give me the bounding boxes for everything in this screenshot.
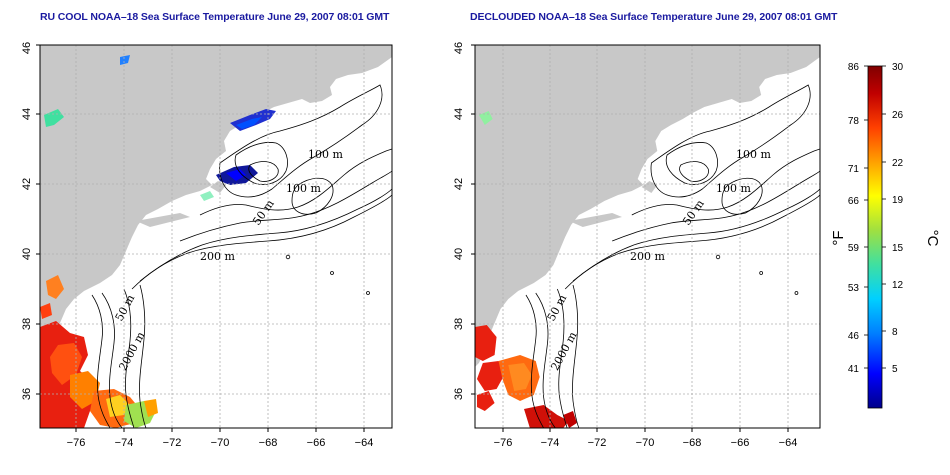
colorbar-f-label: 41 [848,364,860,375]
colorbar-f-label: 53 [848,283,860,294]
right-x-tick-label: −68 [683,437,702,449]
colorbar-c-label: 19 [892,195,904,206]
left-sst-cold-patch [44,55,276,201]
colorbar-c-label: 8 [892,327,898,338]
colorbar-f-label: 46 [848,331,860,342]
colorbar: 86 78 71 66 59 53 46 41 30 26 22 19 15 1… [830,62,941,409]
left-y-tick-label: 40 [21,248,33,260]
right-y-tick-label: 38 [453,318,465,330]
left-y-tick-label: 36 [21,388,33,400]
left-x-tick-label: −64 [355,437,374,449]
colorbar-f-label: 66 [848,196,860,207]
colorbar-f-label: 71 [848,164,860,175]
left-map-title: RU COOL NOAA–18 Sea Surface Temperature … [40,11,390,23]
colorbar-c-label: 12 [892,280,904,291]
left-x-tick-label: −72 [163,437,182,449]
right-contour-label: 100 m [716,182,751,195]
colorbar-f-label: 59 [848,243,860,254]
left-x-tick-label: −76 [67,437,86,449]
right-y-tick-label: 42 [453,178,465,190]
colorbar-c-label: 5 [892,364,898,375]
right-map-panel: 100 m 100 m 50 m 200 m 50 m 2000 m −76 −… [453,42,821,449]
right-y-tick-label: 36 [453,388,465,400]
left-contour-label: 200 m [200,250,235,263]
colorbar-c-label: 30 [892,62,904,73]
left-grid [40,45,392,428]
left-x-axis: −76 −74 −72 −70 −68 −66 −64 [67,428,374,449]
right-map-frame [474,44,821,429]
left-contour-label: 100 m [286,182,321,195]
right-grid [475,45,820,428]
right-map-title: DECLOUDED NOAA–18 Sea Surface Temperatur… [470,11,838,23]
left-y-tick-label: 46 [21,42,33,54]
right-y-tick-label: 46 [453,42,465,54]
right-contour-label: 200 m [630,250,665,263]
right-contour-label: 100 m [736,148,771,161]
left-map-frame [39,44,393,429]
left-map-panel: 100 m 100 m 50 m 200 m 50 m 2000 m −76 −… [21,42,393,449]
colorbar-fahrenheit-unit: °F [830,230,847,245]
left-y-tick-label: 38 [21,318,33,330]
right-sst-warm-patch [475,325,577,428]
left-x-tick-label: −68 [259,437,278,449]
right-sst-cold-patch [478,111,493,125]
right-y-tick-label: 40 [453,248,465,260]
left-y-tick-label: 44 [21,108,33,120]
right-x-tick-label: −70 [636,437,655,449]
left-y-tick-label: 42 [21,178,33,190]
colorbar-celsius-unit: °C [924,230,941,247]
right-x-tick-label: −72 [588,437,607,449]
colorbar-f-label: 86 [848,62,860,73]
left-x-tick-label: −66 [307,437,326,449]
right-x-tick-label: −76 [494,437,513,449]
right-y-axis: 36 38 40 42 44 46 [453,42,475,400]
left-y-axis: 36 38 40 42 44 46 [21,42,40,400]
left-x-tick-label: −74 [115,437,134,449]
colorbar-gradient [867,65,883,409]
left-x-tick-label: −70 [211,437,230,449]
right-x-tick-label: −66 [731,437,750,449]
left-contour-label: 100 m [308,148,343,161]
colorbar-f-label: 78 [848,116,860,127]
colorbar-c-label: 15 [892,243,904,254]
right-x-axis: −76 −74 −72 −70 −68 −66 −64 [494,428,798,449]
colorbar-c-label: 26 [892,110,904,121]
colorbar-c-label: 22 [892,158,904,169]
right-x-tick-label: −74 [541,437,560,449]
right-x-tick-label: −64 [779,437,798,449]
right-y-tick-label: 44 [453,108,465,120]
